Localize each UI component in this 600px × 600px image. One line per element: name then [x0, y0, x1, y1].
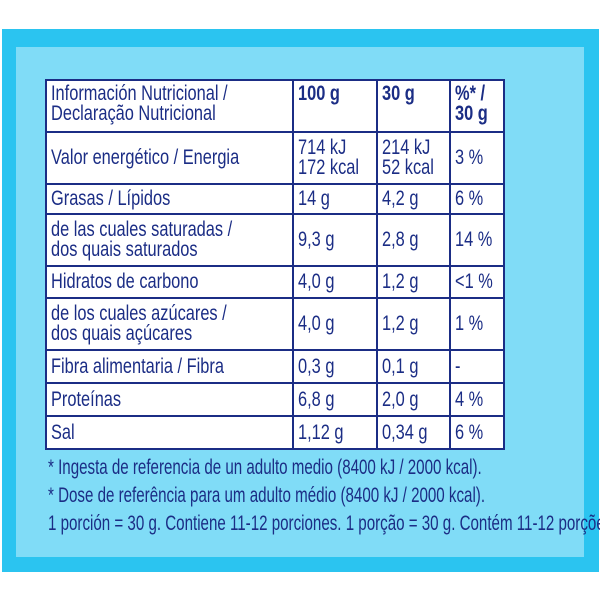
- value-100g: 9,3 g: [292, 213, 379, 267]
- nutrient-label: de las cuales saturadas / dos quais satur…: [44, 213, 295, 267]
- value-pct: 14 %: [449, 213, 506, 267]
- nutrient-label: Hidratos de carbono: [44, 265, 295, 299]
- nutrient-label: de los cuales azúcares / dos quais açúcar…: [44, 297, 295, 351]
- table-row: de las cuales saturadas / dos quais satur…: [44, 213, 506, 267]
- value-30g: 4,2 g: [376, 183, 452, 215]
- header-pct: %* /30 g: [449, 79, 506, 133]
- value-100g: 4,0 g: [292, 297, 379, 351]
- value-100g: 1,12 g: [292, 415, 379, 450]
- value-100g: 0,3 g: [292, 349, 379, 384]
- table-row: Hidratos de carbono 4,0 g 1,2 g <1 %: [44, 265, 506, 299]
- table-row: Fibra alimentaria / Fibra 0,3 g 0,1 g-: [44, 349, 506, 384]
- value-pct: 6 %: [449, 415, 506, 450]
- table-row: Valor energético / Energia 714 kJ 172 kcal…: [44, 131, 506, 185]
- value-100g: 6,8 g: [292, 382, 379, 417]
- table-header-row: Información Nutricional / Declaração Nutr…: [44, 79, 506, 133]
- value-30g: 214 kJ 52 kcal: [376, 131, 452, 185]
- value-30g: 2,8 g: [376, 213, 452, 267]
- value-pct: -: [449, 349, 506, 384]
- header-label: Información Nutricional / Declaração Nutr…: [44, 79, 295, 133]
- header-30g: 30 g: [376, 79, 452, 133]
- value-pct: 6 %: [449, 183, 506, 215]
- value-100g: 714 kJ 172 kcal: [292, 131, 379, 185]
- value-30g: 1,2 g: [376, 265, 452, 299]
- footnote-pt: * Dose de referência para um adulto médi…: [48, 484, 486, 507]
- value-pct: 1 %: [449, 297, 506, 351]
- nutrient-label: Grasas / Lípidos: [44, 183, 295, 215]
- header-100g: 100 g: [292, 79, 379, 133]
- value-30g: 1,2 g: [376, 297, 452, 351]
- value-100g: 4,0 g: [292, 265, 379, 299]
- value-pct: 4 %: [449, 382, 506, 417]
- value-30g: 0,1 g: [376, 349, 452, 384]
- nutrient-label: Fibra alimentaria / Fibra: [44, 349, 295, 384]
- nutrient-label: Valor energético / Energia: [44, 131, 295, 185]
- value-pct: <1 %: [449, 265, 506, 299]
- nutrient-label: Sal: [44, 415, 295, 450]
- table-row: de los cuales azúcares / dos quais açúcar…: [44, 297, 506, 351]
- value-pct: 3 %: [449, 131, 506, 185]
- value-30g: 2,0 g: [376, 382, 452, 417]
- value-100g: 14 g: [292, 183, 379, 215]
- nutrition-table: Información Nutricional / Declaração Nutr…: [44, 79, 506, 450]
- value-30g: 0,34 g: [376, 415, 452, 450]
- footnote-portion: 1 porción = 30 g. Contiene 11-12 porcion…: [48, 512, 600, 535]
- footnote-es: * Ingesta de referencia de un adulto med…: [48, 456, 482, 479]
- nutrient-label: Proteínas: [44, 382, 295, 417]
